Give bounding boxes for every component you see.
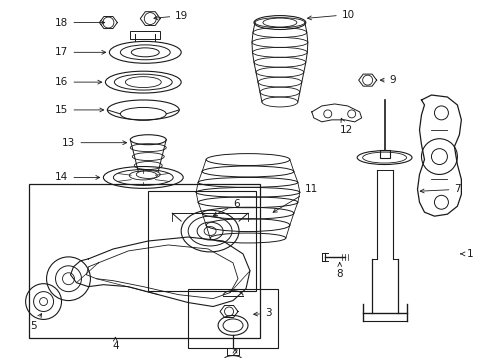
Bar — [379, 150, 389, 158]
Text: 13: 13 — [62, 138, 126, 148]
Text: 10: 10 — [307, 10, 354, 20]
Text: 15: 15 — [55, 105, 103, 115]
Text: 11: 11 — [273, 184, 317, 212]
Bar — [130, 31, 160, 39]
Text: 6: 6 — [213, 199, 239, 216]
Text: 7: 7 — [419, 184, 460, 194]
Text: 18: 18 — [55, 18, 104, 27]
Text: 3: 3 — [253, 309, 271, 319]
Text: 4: 4 — [112, 337, 119, 351]
Text: 14: 14 — [55, 172, 100, 183]
Bar — [29, 184, 260, 338]
Text: 9: 9 — [380, 75, 395, 85]
Text: 8: 8 — [336, 262, 343, 279]
Bar — [188, 289, 277, 348]
Text: 2: 2 — [231, 348, 238, 358]
Bar — [148, 192, 255, 291]
Text: 17: 17 — [55, 47, 105, 57]
Text: 1: 1 — [460, 249, 472, 259]
Text: 16: 16 — [55, 77, 102, 87]
Text: 5: 5 — [30, 314, 41, 332]
Bar — [226, 348, 239, 355]
Text: 19: 19 — [154, 10, 188, 21]
Text: 12: 12 — [339, 118, 352, 135]
